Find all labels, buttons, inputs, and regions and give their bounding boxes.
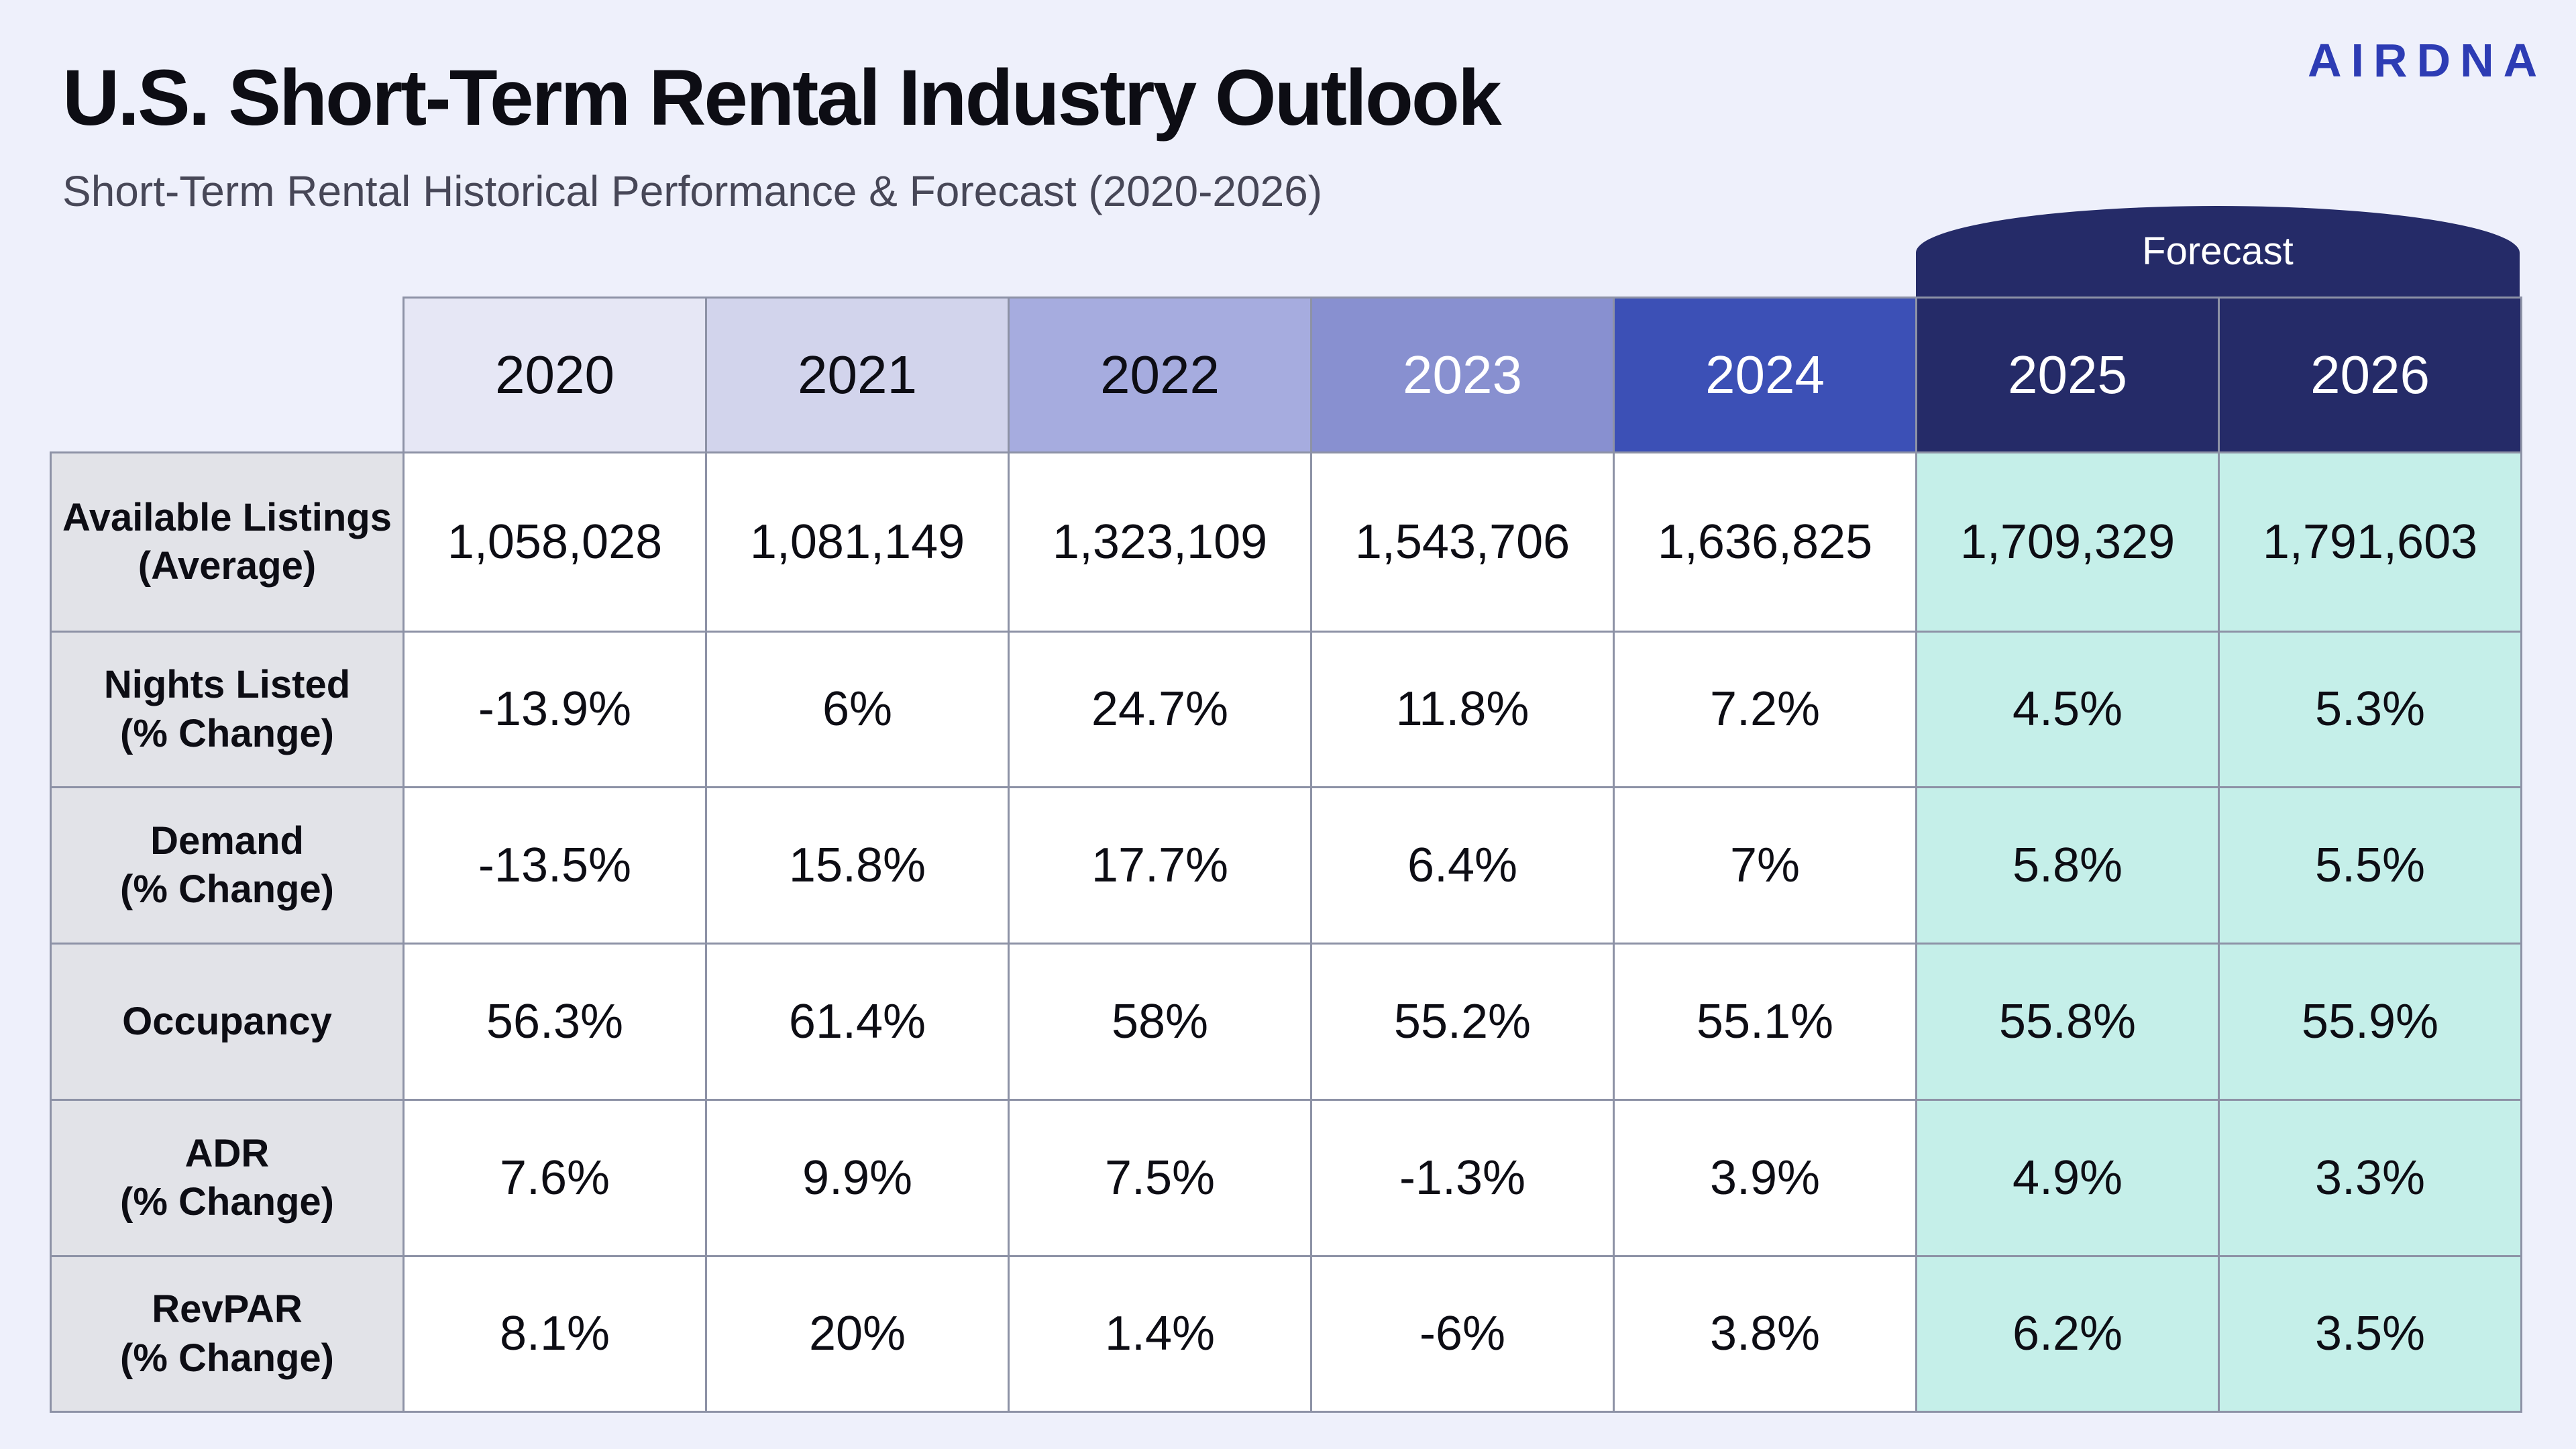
page-title: U.S. Short-Term Rental Industry Outlook	[62, 54, 1502, 142]
row-label-nights-listed: Nights Listed (% Change)	[50, 631, 405, 788]
cell-occupancy-2022: 58%	[1008, 943, 1312, 1101]
row-label-revpar: RevPAR (% Change)	[50, 1255, 405, 1413]
cell-occupancy-2020: 56.3%	[402, 943, 707, 1101]
row-label-adr: ADR (% Change)	[50, 1099, 405, 1257]
cell-adr-2023: -1.3%	[1310, 1099, 1615, 1257]
cell-nights-listed-2025: 4.5%	[1915, 631, 2220, 788]
cell-available-listings-2025: 1,709,329	[1915, 451, 2220, 633]
cell-nights-listed-2020: -13.9%	[402, 631, 707, 788]
year-header-2020: 2020	[402, 297, 707, 453]
cell-occupancy-2025: 55.8%	[1915, 943, 2220, 1101]
cell-demand-2022: 17.7%	[1008, 786, 1312, 945]
page-subtitle: Short-Term Rental Historical Performance…	[62, 167, 1323, 215]
cell-demand-2025: 5.8%	[1915, 786, 2220, 945]
cell-demand-2024: 7%	[1613, 786, 1917, 945]
year-header-2026: 2026	[2218, 297, 2522, 453]
cell-nights-listed-2024: 7.2%	[1613, 631, 1917, 788]
cell-revpar-2022: 1.4%	[1008, 1255, 1312, 1413]
row-label-available-listings: Available Listings (Average)	[50, 451, 405, 633]
cell-adr-2022: 7.5%	[1008, 1099, 1312, 1257]
airdna-logo: AIRDNA	[2308, 34, 2547, 87]
cell-available-listings-2020: 1,058,028	[402, 451, 707, 633]
cell-adr-2021: 9.9%	[705, 1099, 1010, 1257]
cell-available-listings-2021: 1,081,149	[705, 451, 1010, 633]
row-label-occupancy: Occupancy	[50, 943, 405, 1101]
year-header-2022: 2022	[1008, 297, 1312, 453]
forecast-header-tab: Forecast	[1916, 206, 2520, 297]
cell-demand-2020: -13.5%	[402, 786, 707, 945]
cell-revpar-2026: 3.5%	[2218, 1255, 2522, 1413]
cell-occupancy-2026: 55.9%	[2218, 943, 2522, 1101]
cell-demand-2026: 5.5%	[2218, 786, 2522, 945]
cell-adr-2020: 7.6%	[402, 1099, 707, 1257]
cell-demand-2021: 15.8%	[705, 786, 1010, 945]
cell-adr-2025: 4.9%	[1915, 1099, 2220, 1257]
cell-available-listings-2022: 1,323,109	[1008, 451, 1312, 633]
year-header-2025: 2025	[1915, 297, 2220, 453]
cell-adr-2026: 3.3%	[2218, 1099, 2522, 1257]
cell-occupancy-2023: 55.2%	[1310, 943, 1615, 1101]
year-header-2024: 2024	[1613, 297, 1917, 453]
cell-available-listings-2024: 1,636,825	[1613, 451, 1917, 633]
cell-occupancy-2021: 61.4%	[705, 943, 1010, 1101]
cell-available-listings-2026: 1,791,603	[2218, 451, 2522, 633]
cell-nights-listed-2026: 5.3%	[2218, 631, 2522, 788]
cell-demand-2023: 6.4%	[1310, 786, 1615, 945]
year-header-2023: 2023	[1310, 297, 1615, 453]
cell-nights-listed-2022: 24.7%	[1008, 631, 1312, 788]
row-label-demand: Demand (% Change)	[50, 786, 405, 945]
cell-occupancy-2024: 55.1%	[1613, 943, 1917, 1101]
cell-revpar-2021: 20%	[705, 1255, 1010, 1413]
cell-nights-listed-2023: 11.8%	[1310, 631, 1615, 788]
cell-revpar-2025: 6.2%	[1915, 1255, 2220, 1413]
year-header-2021: 2021	[705, 297, 1010, 453]
cell-revpar-2024: 3.8%	[1613, 1255, 1917, 1413]
cell-available-listings-2023: 1,543,706	[1310, 451, 1615, 633]
cell-nights-listed-2021: 6%	[705, 631, 1010, 788]
cell-adr-2024: 3.9%	[1613, 1099, 1917, 1257]
cell-revpar-2023: -6%	[1310, 1255, 1615, 1413]
cell-revpar-2020: 8.1%	[402, 1255, 707, 1413]
